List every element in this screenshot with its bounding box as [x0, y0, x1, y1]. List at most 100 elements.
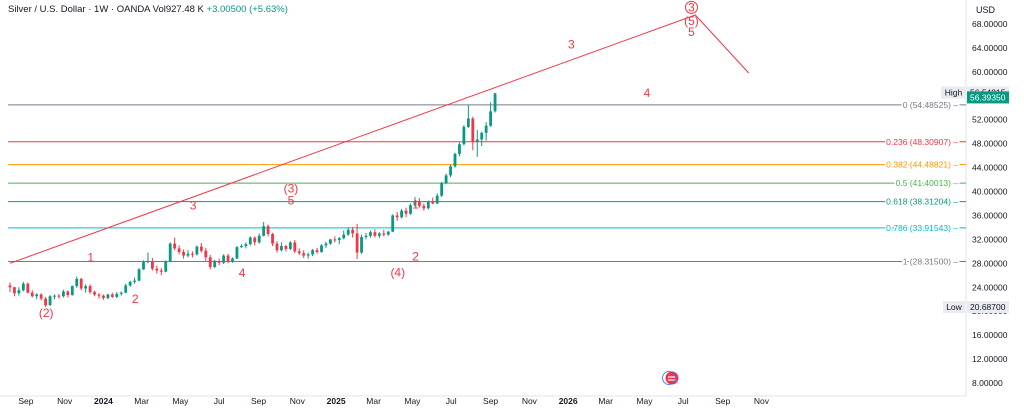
candle-body	[244, 244, 248, 246]
candle-body	[297, 251, 301, 254]
wave-label: 4	[644, 86, 651, 100]
candle-body	[493, 93, 497, 112]
candle-body	[106, 294, 110, 299]
wave-label: 3	[568, 37, 575, 51]
candle-body	[440, 183, 444, 196]
time-tick-label: 2024	[94, 396, 113, 406]
candle-body	[137, 269, 141, 281]
time-tick-label: Nov	[290, 396, 306, 406]
candle-body	[57, 295, 61, 297]
candle-body	[342, 234, 346, 239]
symbol-header: Silver / U.S. Dollar · 1W · OANDA Vol927…	[8, 4, 288, 15]
candle-body	[208, 257, 212, 267]
candle-body	[475, 139, 479, 142]
candle-body	[93, 292, 96, 295]
candle-body	[315, 250, 319, 252]
candle-body	[409, 205, 412, 214]
candle-body	[288, 242, 292, 249]
wave-trend-line	[9, 14, 750, 264]
candle-body	[84, 286, 88, 289]
candle-body	[30, 292, 34, 297]
candle-body	[413, 201, 417, 206]
candle-body	[26, 283, 30, 293]
candle-body	[257, 235, 261, 243]
time-tick-label: Sep	[715, 396, 730, 406]
time-tick-label: Jul	[678, 396, 689, 406]
candle-body	[39, 294, 43, 299]
candle-body	[422, 205, 426, 209]
candle-body	[70, 286, 74, 296]
price-tick-label: 52.00000	[972, 115, 1008, 125]
candle-body	[418, 201, 421, 206]
candle-body	[386, 231, 390, 235]
fib-level-label: 0 (54.48525) –	[903, 100, 959, 110]
time-tick-label: Jul	[446, 396, 457, 406]
wave-label: 2	[412, 249, 419, 263]
candle-body	[306, 254, 310, 256]
price-tick-label: 32.00000	[972, 234, 1008, 244]
candle-body	[391, 215, 395, 232]
candle-body	[324, 243, 328, 246]
candle-body	[302, 253, 306, 256]
candle-body	[360, 237, 363, 253]
high-tag-label: High	[945, 88, 963, 98]
wave-label: (2)	[39, 306, 54, 320]
candle-body	[466, 118, 470, 127]
time-tick-label: Sep	[251, 396, 266, 406]
event-marker-ring	[662, 371, 676, 385]
candle-body	[235, 247, 239, 259]
currency-label[interactable]: USD	[976, 5, 996, 15]
candle-body	[355, 233, 359, 253]
symbol-title[interactable]: Silver / U.S. Dollar · 1W · OANDA	[8, 4, 150, 15]
time-tick-label: 2025	[327, 396, 346, 406]
candle-body	[248, 237, 252, 245]
high-tag-box	[941, 86, 966, 99]
candle-body	[449, 166, 452, 176]
time-tick-label: 2026	[559, 396, 578, 406]
time-tick-label: Nov	[522, 396, 538, 406]
candle-body	[280, 245, 283, 251]
candle-body	[164, 261, 168, 272]
candle-body	[35, 294, 39, 297]
current-price-label: 56.39350	[970, 92, 1006, 102]
candle-body	[97, 294, 101, 296]
candle-body	[199, 246, 203, 251]
candle-body	[262, 226, 266, 236]
candle-body	[222, 255, 225, 263]
wave-label: 1	[412, 197, 419, 211]
candle-body	[53, 295, 56, 297]
event-marker-icon[interactable]	[662, 371, 679, 385]
candle-body	[275, 243, 279, 251]
fib-level-label: 0.5 (41.40013) –	[896, 178, 959, 188]
time-tick-label: Mar	[366, 396, 381, 406]
candle-body	[66, 291, 70, 296]
candle-body	[133, 280, 136, 282]
fib-level-label: 0.236 (48.30907) –	[886, 137, 958, 147]
candle-body	[177, 248, 181, 252]
price-tick-label: 28.00000	[972, 258, 1008, 268]
candle-body	[333, 239, 337, 241]
candle-body	[253, 237, 257, 243]
candle-body	[311, 250, 314, 255]
candle-body	[426, 201, 430, 209]
price-tick-label: 36.00000	[972, 210, 1008, 220]
time-tick-label: May	[172, 396, 189, 406]
candle-body	[213, 260, 217, 267]
wave-label: 3	[190, 198, 197, 212]
event-marker-circle	[665, 371, 679, 385]
candle-body	[159, 270, 163, 272]
candle-body	[155, 268, 159, 271]
candle-body	[462, 126, 466, 145]
candle-body	[17, 290, 21, 294]
price-change: +3.00500 (+5.63%)	[206, 4, 288, 15]
wave-label: (3)	[284, 182, 299, 196]
candle-body	[382, 233, 386, 235]
candle-body	[293, 242, 297, 252]
time-tick-label: Sep	[18, 396, 33, 406]
candle-body	[88, 286, 92, 293]
wave-label: (5)	[684, 14, 699, 28]
fib-level-label: 1 (28.31500) –	[903, 256, 959, 266]
candle-body	[182, 251, 185, 256]
candle-body	[400, 210, 403, 218]
